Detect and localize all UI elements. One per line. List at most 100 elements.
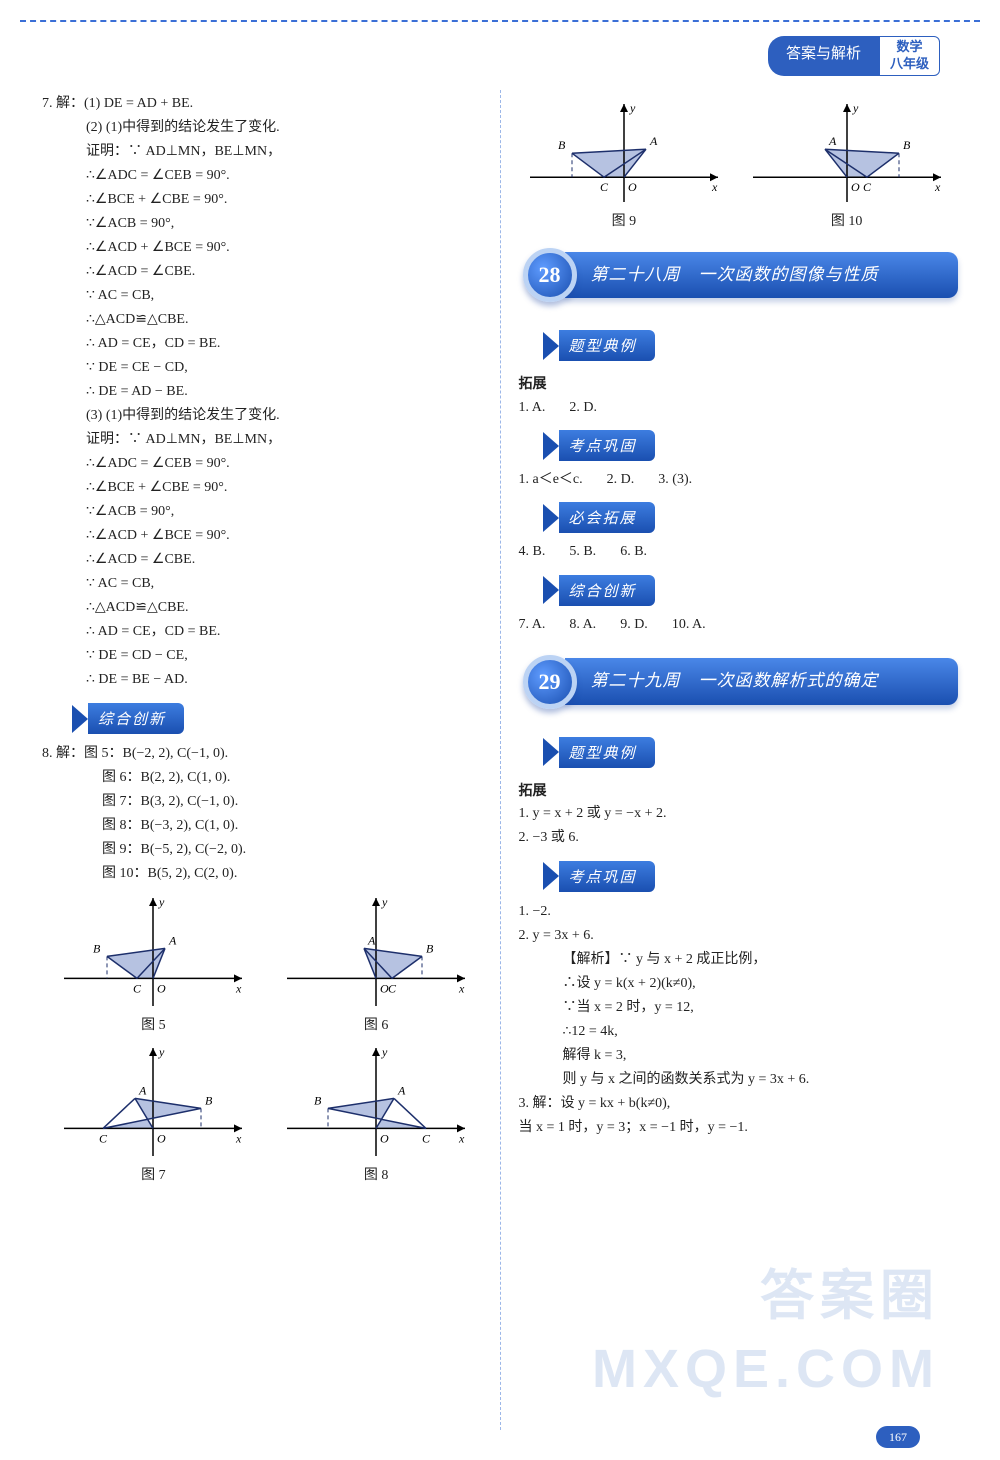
content-line: 解得 k = 3, (519, 1045, 959, 1066)
proof-line: ∴ DE = AD − BE. (42, 381, 488, 402)
proof-line: ∴∠BCE + ∠CBE = 90°. (42, 477, 488, 498)
svg-text:C: C (863, 180, 872, 194)
figure: A B C O x y图 8 (281, 1042, 471, 1184)
proof-line: 图 8：B(−3, 2), C(1, 0). (42, 815, 488, 836)
answer-item: 4. B. (519, 539, 546, 564)
proof-line: 图 7：B(3, 2), C(−1, 0). (42, 791, 488, 812)
svg-text:A: A (649, 134, 658, 148)
q7-p3: (3) (1)中得到的结论发生了变化. (42, 405, 488, 426)
content-line: 则 y 与 x 之间的函数关系式为 y = 3x + 6. (519, 1069, 959, 1090)
proof-line: 证明：∵ AD⊥MN，BE⊥MN， (42, 429, 488, 450)
header-grade: 八年级 (890, 56, 929, 73)
section-tag: 题型典例 (543, 330, 655, 361)
answer-row: 4. B.5. B.6. B. (519, 539, 959, 564)
proof-line: 证明：∵ AD⊥MN，BE⊥MN， (42, 141, 488, 162)
proof-line: ∴ AD = CE，CD = BE. (42, 621, 488, 642)
week-29-num: 29 (523, 655, 577, 709)
chevron-icon (543, 738, 559, 766)
content-line: 1. −2. (519, 901, 959, 922)
svg-text:x: x (235, 1131, 242, 1145)
proof-line: 图 9：B(−5, 2), C(−2, 0). (42, 839, 488, 860)
content-line: 【解析】∵ y 与 x + 2 成正比例， (519, 949, 959, 970)
section-label: 必会拓展 (559, 502, 655, 533)
left-column: 7. 解：(1) DE = AD + BE. (2) (1)中得到的结论发生了变… (30, 90, 501, 1430)
svg-text:x: x (235, 981, 242, 995)
svg-text:B: B (205, 1093, 213, 1107)
svg-text:B: B (314, 1093, 322, 1107)
proof-line: ∴∠ACD + ∠BCE = 90°. (42, 237, 488, 258)
svg-text:O: O (157, 981, 166, 995)
q7-p2: (2) (1)中得到的结论发生了变化. (42, 117, 488, 138)
content-line: ∴设 y = k(x + 2)(k≠0), (519, 973, 959, 994)
page-number: 167 (876, 1426, 920, 1448)
svg-text:A: A (367, 933, 376, 947)
week-29-banner: 29 第二十九周 一次函数解析式的确定 (523, 655, 959, 709)
svg-text:C: C (133, 981, 142, 995)
content-line: ∴12 = 4k, (519, 1021, 959, 1042)
svg-text:A: A (168, 933, 177, 947)
page-top-border (20, 20, 980, 22)
svg-text:O: O (380, 1131, 389, 1145)
section-label: 综合创新 (88, 703, 184, 734)
proof-line: ∴∠ACD = ∠CBE. (42, 261, 488, 282)
figure: A B C O x y图 9 (524, 98, 724, 230)
figure-caption: 图 10 (747, 210, 947, 230)
week-28-banner: 28 第二十八周 一次函数的图像与性质 (523, 248, 959, 302)
section-label: 综合创新 (559, 575, 655, 606)
header-tab: 答案与解析 (768, 36, 879, 76)
svg-text:x: x (458, 1131, 465, 1145)
figure-caption: 图 5 (58, 1014, 248, 1034)
section-label: 考点巩固 (559, 430, 655, 461)
section-innovation: 综合创新 (72, 703, 184, 734)
chevron-icon (543, 576, 559, 604)
answer-item: 6. B. (620, 539, 647, 564)
svg-text:B: B (426, 941, 434, 955)
proof-line: ∵ AC = CB, (42, 573, 488, 594)
figure-caption: 图 6 (281, 1014, 471, 1034)
section-tag: 考点巩固 (543, 430, 655, 461)
svg-text:A: A (397, 1083, 406, 1097)
proof-line: ∵∠ACB = 90°, (42, 213, 488, 234)
proof-line: 图 6：B(2, 2), C(1, 0). (42, 767, 488, 788)
svg-text:O: O (851, 180, 860, 194)
subheading: 拓展 (519, 780, 959, 800)
right-column: A B C O x y图 9 A B C O x y图 10 28 第二十八周 … (501, 90, 971, 1430)
fig-row-56: A B C O x y图 5 A B C O x y图 6 (42, 892, 488, 1034)
content-line: 当 x = 1 时，y = 3；x = −1 时，y = −1. (519, 1117, 959, 1138)
section-label: 题型典例 (559, 330, 655, 361)
answer-item: 10. A. (672, 612, 706, 637)
page-columns: 7. 解：(1) DE = AD + BE. (2) (1)中得到的结论发生了变… (30, 90, 970, 1430)
proof-line: ∴△ACD≌△CBE. (42, 309, 488, 330)
proof-line: ∴∠ACD = ∠CBE. (42, 549, 488, 570)
section-tag: 考点巩固 (543, 861, 655, 892)
proof-line: ∵ AC = CB, (42, 285, 488, 306)
proof-line: 图 10：B(5, 2), C(2, 0). (42, 863, 488, 884)
proof-line: ∴∠ADC = ∠CEB = 90°. (42, 453, 488, 474)
figure: A B C O x y图 10 (747, 98, 947, 230)
svg-text:y: y (629, 101, 636, 115)
proof-line: ∴ AD = CE，CD = BE. (42, 333, 488, 354)
figure-caption: 图 7 (58, 1164, 248, 1184)
week-28-title: 第二十八周 一次函数的图像与性质 (565, 252, 959, 299)
answer-item: 2. D. (607, 467, 635, 492)
content-line: 2. −3 或 6. (519, 827, 959, 848)
svg-text:C: C (600, 180, 609, 194)
answer-item: 2. D. (569, 395, 597, 420)
answer-row: 1. a＜e＜c.2. D.3. (3). (519, 467, 959, 492)
svg-text:B: B (93, 941, 101, 955)
proof-line: ∵ DE = CE − CD, (42, 357, 488, 378)
figure: A B C O x y图 7 (58, 1042, 248, 1184)
content-line: 2. y = 3x + 6. (519, 925, 959, 946)
svg-text:x: x (458, 981, 465, 995)
svg-text:C: C (99, 1131, 108, 1145)
answer-item: 1. a＜e＜c. (519, 467, 583, 492)
svg-text:y: y (381, 1045, 388, 1059)
svg-text:A: A (138, 1083, 147, 1097)
fig-row-910: A B C O x y图 9 A B C O x y图 10 (513, 98, 959, 230)
svg-text:x: x (934, 180, 941, 194)
chevron-icon (543, 432, 559, 460)
figure-caption: 图 9 (524, 210, 724, 230)
section-label: 考点巩固 (559, 861, 655, 892)
figure: A B C O x y图 6 (281, 892, 471, 1034)
svg-text:y: y (158, 1045, 165, 1059)
